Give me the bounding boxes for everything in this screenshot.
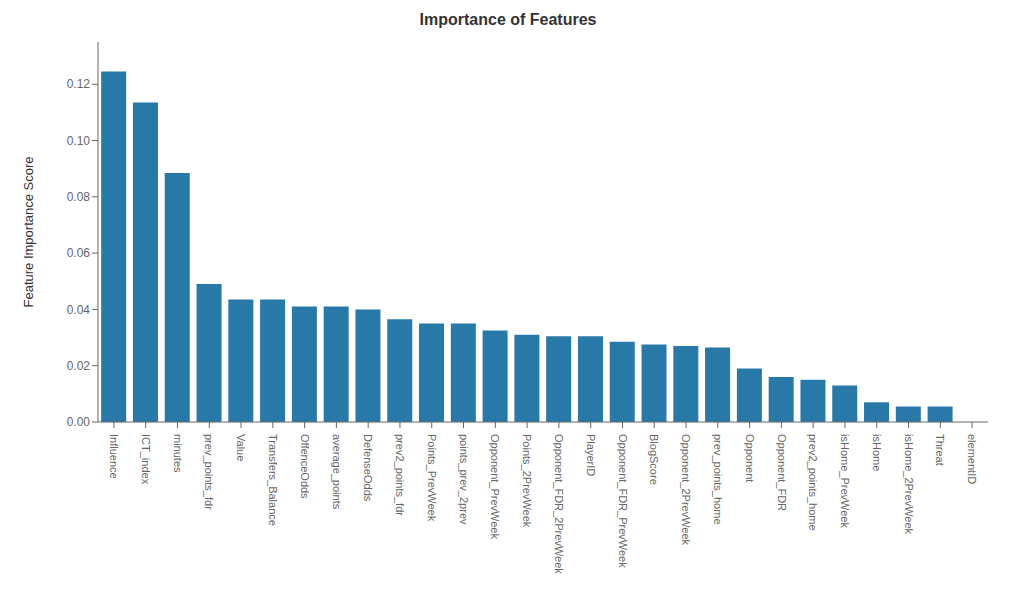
svg-text:isHome: isHome	[871, 434, 883, 471]
svg-text:Opponent_FDR_2PrevWeek: Opponent_FDR_2PrevWeek	[553, 434, 565, 574]
svg-text:Opponent_FDR_PrevWeek: Opponent_FDR_PrevWeek	[617, 434, 629, 568]
svg-text:elementID: elementID	[966, 434, 978, 484]
svg-text:Opponent_FDR: Opponent_FDR	[776, 434, 788, 511]
svg-text:isHome_PrevWeek: isHome_PrevWeek	[839, 434, 851, 528]
html-text:Importance of Features: Importance of Features	[419, 11, 597, 28]
svg-text:0.12: 0.12	[67, 77, 91, 91]
svg-text:Transfers_Balance: Transfers_Balance	[267, 434, 279, 526]
svg-text:Influence: Influence	[108, 434, 120, 479]
svg-text:points_prev_2prev: points_prev_2prev	[458, 434, 470, 525]
svg-text:prev2_points_home: prev2_points_home	[807, 434, 819, 531]
svg-text:Opponent_PrevWeek: Opponent_PrevWeek	[489, 434, 501, 539]
svg-text:0.02: 0.02	[67, 359, 91, 373]
svg-text:0.08: 0.08	[67, 190, 91, 204]
svg-text:Points_PrevWeek: Points_PrevWeek	[426, 434, 438, 522]
svg-text:average_points: average_points	[331, 434, 343, 510]
svg-text:Value: Value	[235, 434, 247, 461]
svg-text:prev_points_fdr: prev_points_fdr	[203, 434, 215, 510]
svg-text:0.10: 0.10	[67, 134, 91, 148]
svg-text:Points_2PrevWeek: Points_2PrevWeek	[521, 434, 533, 528]
svg-text:prev2_points_fdr: prev2_points_fdr	[394, 434, 406, 516]
svg-text:Opponent: Opponent	[744, 434, 756, 482]
svg-text:DefenseOdds: DefenseOdds	[362, 434, 374, 502]
svg-text:minutes: minutes	[172, 434, 184, 473]
svg-text:ICT_index: ICT_index	[140, 434, 152, 485]
svg-text:BlogScore: BlogScore	[648, 434, 660, 485]
svg-text:prev_points_home: prev_points_home	[712, 434, 724, 525]
svg-text:isHome_2PrevWeek: isHome_2PrevWeek	[903, 434, 915, 535]
svg-text:OffenceOdds: OffenceOdds	[299, 434, 311, 499]
svg-text:0.00: 0.00	[67, 415, 91, 429]
svg-text:Opponent_2PrevWeek: Opponent_2PrevWeek	[680, 434, 692, 546]
svg-text:0.06: 0.06	[67, 246, 91, 260]
svg-text:0.04: 0.04	[67, 303, 91, 317]
svg-text:PlayerID: PlayerID	[585, 434, 597, 476]
svg-text:Threat: Threat	[934, 434, 946, 466]
svg-text:Feature Importance Score: Feature Importance Score	[21, 156, 36, 307]
